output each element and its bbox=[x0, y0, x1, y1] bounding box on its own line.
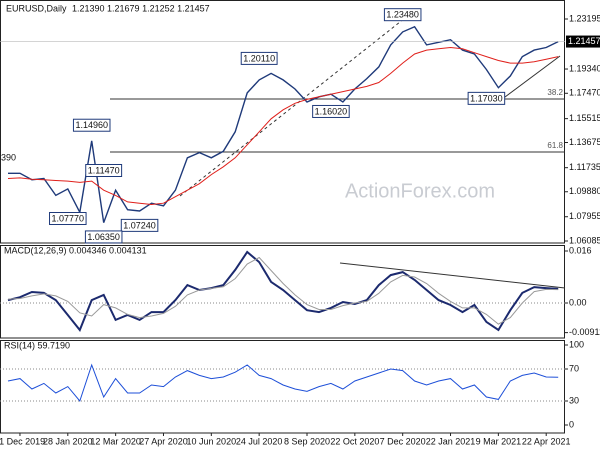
callout-box bbox=[49, 212, 87, 226]
watermark: ActionForex.com bbox=[345, 180, 495, 202]
series-line bbox=[7, 250, 559, 332]
series-line bbox=[8, 25, 559, 223]
x-tick-label: 22 Oct 2020 bbox=[330, 436, 379, 446]
callout-box bbox=[85, 163, 123, 177]
x-tick-label: 22 Apr 2021 bbox=[522, 436, 571, 446]
callout-label: 1.14960 bbox=[75, 120, 108, 130]
callout-box bbox=[467, 91, 506, 105]
y-tick-label: 0.00 bbox=[569, 297, 587, 307]
ohlc-values: 1.21390 1.21679 1.21252 1.21457 bbox=[72, 3, 210, 13]
y-tick-label: 1.11735 bbox=[569, 162, 600, 172]
plot-area bbox=[7, 250, 559, 332]
x-tick-label: 8 Sep 2020 bbox=[284, 436, 330, 446]
callout-box bbox=[120, 218, 159, 232]
callout-box bbox=[312, 104, 350, 118]
callout-label: 1.17030 bbox=[470, 93, 503, 103]
callout-label: 1.06350 bbox=[87, 232, 120, 242]
y-tick-label: 0.016 bbox=[569, 245, 592, 255]
price-callout: 1.07770 bbox=[49, 212, 87, 226]
rsi-panel bbox=[0, 340, 565, 434]
fib-label: 61.8 bbox=[547, 141, 563, 150]
y-tick-label: 1.17470 bbox=[569, 88, 600, 98]
callout-box bbox=[72, 118, 111, 132]
y-tick-label: -0.009116 bbox=[569, 327, 600, 337]
price-callout: 1.17030 bbox=[467, 91, 506, 105]
callout-label: 1.07770 bbox=[52, 214, 85, 224]
x-tick-label: 12 Mar 2020 bbox=[90, 436, 141, 446]
callout-label: 1.23480 bbox=[386, 10, 419, 20]
price-callout: 1.20110 bbox=[240, 51, 278, 65]
symbol-title: EURUSD,Daily bbox=[6, 3, 67, 13]
fib-label: 38.2 bbox=[547, 88, 563, 97]
macd-panel bbox=[0, 245, 565, 339]
last-price-box bbox=[566, 35, 600, 48]
x-tick-label: 10 Jun 2020 bbox=[187, 436, 237, 446]
y-tick-label: 1.13675 bbox=[569, 137, 600, 147]
edge-label: 390 bbox=[1, 152, 16, 162]
series-line bbox=[7, 46, 559, 206]
callout-label: 1.07240 bbox=[123, 220, 156, 230]
price-callout: 1.16020 bbox=[312, 104, 350, 118]
x-tick-label: 27 Apr 2020 bbox=[139, 436, 188, 446]
macd-title: MACD(12,26,9) 0.004346 0.004131 bbox=[4, 245, 147, 255]
y-tick-label: 1.23195 bbox=[569, 13, 600, 23]
callout-box bbox=[240, 51, 278, 65]
callout-label: 1.20110 bbox=[243, 53, 275, 63]
price-callout: 1.06350 bbox=[84, 230, 123, 244]
y-tick-label: 1.09880 bbox=[569, 186, 600, 196]
macd-trend-line bbox=[339, 262, 566, 289]
trend-line bbox=[504, 55, 561, 98]
y-tick-label: 1.15515 bbox=[569, 113, 600, 123]
callout-box bbox=[84, 230, 123, 244]
y-tick-label: 1.06085 bbox=[569, 235, 600, 245]
price-callout: 1.14960 bbox=[72, 118, 111, 132]
price-panel bbox=[0, 0, 565, 244]
series-line bbox=[7, 256, 559, 325]
x-tick-label: 7 Dec 2020 bbox=[380, 436, 426, 446]
price-callout: 1.07240 bbox=[120, 218, 159, 232]
callout-box bbox=[383, 8, 422, 22]
price-callout: 1.11470 bbox=[85, 163, 123, 177]
series-line bbox=[7, 363, 559, 403]
plot-area bbox=[7, 363, 559, 403]
rsi-title: RSI(14) 59.7190 bbox=[4, 340, 70, 350]
x-tick-label: 22 Jan 2021 bbox=[426, 436, 476, 446]
y-tick-label: 70 bbox=[569, 363, 579, 373]
callout-label: 1.16020 bbox=[315, 106, 348, 116]
y-tick-label: 30 bbox=[569, 395, 579, 405]
last-price-label: 1.21457 bbox=[568, 36, 600, 46]
y-tick-label: 0 bbox=[569, 419, 574, 429]
price-callout: 1.23480 bbox=[383, 8, 422, 22]
x-tick-label: 24 Jul 2020 bbox=[236, 436, 283, 446]
x-tick-label: 9 Mar 2021 bbox=[476, 436, 522, 446]
y-tick-label: 1.07955 bbox=[569, 211, 600, 221]
x-tick-label: 28 Jan 2020 bbox=[43, 436, 93, 446]
y-tick-label: 100 bbox=[569, 339, 584, 349]
callout-label: 1.11470 bbox=[88, 165, 120, 175]
plot-area bbox=[7, 25, 559, 223]
x-tick-label: 11 Dec 2019 bbox=[0, 436, 45, 446]
y-tick-label: 1.19340 bbox=[569, 63, 600, 73]
